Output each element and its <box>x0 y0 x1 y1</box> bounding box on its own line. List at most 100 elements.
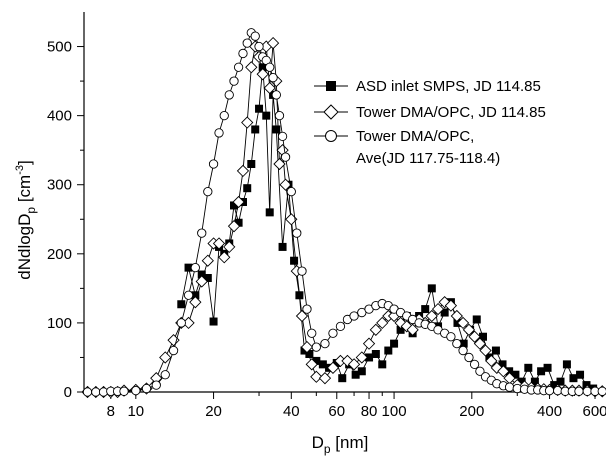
data-point-square <box>582 381 591 390</box>
data-point-square <box>305 350 314 358</box>
y-axis-title: dNdlogDp [cm-3] <box>14 160 38 279</box>
data-point-square <box>472 315 481 324</box>
legend-entry-asd-smps: ASD inlet SMPS, JD 114.85 <box>314 78 541 95</box>
x-tick-label: 80 <box>361 403 378 420</box>
legend-entry-tower-dma-opc: Tower DMA/OPC, JD 114.85 <box>314 104 546 121</box>
data-point-circle <box>320 338 330 349</box>
y-tick-label: 300 <box>47 177 72 194</box>
legend: ASD inlet SMPS, JD 114.85 Tower DMA/OPC,… <box>314 78 546 167</box>
data-point-square <box>569 374 578 383</box>
data-point-circle <box>475 366 485 376</box>
legend-marker-open-diamond <box>323 104 339 120</box>
data-point-circle <box>349 311 359 321</box>
x-tick-label: 400 <box>537 403 562 420</box>
data-point-square <box>384 346 393 355</box>
data-point-square <box>479 332 488 341</box>
legend-label: Tower DMA/OPC, <box>356 128 474 145</box>
legend-marker-open-circle <box>325 130 337 142</box>
data-point-circle <box>176 318 186 328</box>
data-point-diamond <box>456 316 470 330</box>
legend-label: Tower DMA/OPC, JD 114.85 <box>356 104 546 121</box>
data-point-square <box>524 363 533 372</box>
data-point-diamond <box>212 237 226 250</box>
data-point-square <box>562 360 571 369</box>
data-point-square <box>258 63 267 72</box>
data-point-diamond <box>218 251 231 264</box>
data-point-square <box>517 377 526 386</box>
data-point-square <box>265 208 274 217</box>
data-point-diamond <box>263 81 276 95</box>
x-axis-title-sub: p <box>324 442 331 456</box>
data-point-circle <box>268 72 278 83</box>
data-point-square <box>234 218 243 227</box>
data-point-circle <box>311 342 321 352</box>
data-point-square <box>255 104 264 113</box>
data-point-circle <box>160 370 170 380</box>
data-point-diamond <box>189 296 202 309</box>
data-point-circle <box>544 385 555 396</box>
data-point-diamond <box>369 323 382 336</box>
y-axis-title-unit: [cm <box>15 175 34 207</box>
data-point-square <box>550 381 559 390</box>
y-axis-title-sub: p <box>24 207 38 214</box>
data-point-diamond <box>468 330 481 343</box>
data-point-square <box>338 374 347 383</box>
data-point-circle <box>233 62 244 72</box>
data-point-circle <box>458 345 468 356</box>
data-point-diamond <box>497 365 510 378</box>
data-point-circle <box>238 48 248 59</box>
data-point-diamond <box>223 240 236 254</box>
data-point-circle <box>452 338 462 349</box>
data-point-circle <box>208 159 219 169</box>
data-point-square <box>365 353 374 362</box>
data-point-diamond <box>295 309 309 323</box>
data-point-circle <box>582 386 592 396</box>
data-point-circle <box>307 328 317 338</box>
data-point-square <box>247 160 256 168</box>
data-point-circle <box>302 304 312 314</box>
data-point-circle <box>229 76 239 86</box>
data-point-circle <box>328 328 338 338</box>
data-point-square <box>351 370 360 379</box>
data-point-diamond <box>300 340 314 354</box>
data-point-diamond <box>326 361 340 374</box>
data-point-square <box>371 350 380 358</box>
data-point-square <box>576 370 585 379</box>
data-point-diamond <box>347 358 361 371</box>
data-point-circle <box>82 387 93 397</box>
data-point-diamond <box>159 351 172 364</box>
y-axis: 0 100 200 300 400 500 <box>47 12 85 401</box>
data-point-diamond <box>195 275 208 288</box>
x-tick-label: 60 <box>328 403 345 420</box>
data-point-square <box>184 263 193 272</box>
data-point-circle <box>131 385 141 396</box>
series-line <box>87 43 603 393</box>
data-point-diamond <box>318 372 332 385</box>
data-point-square <box>318 360 327 369</box>
data-point-diamond <box>479 344 492 357</box>
legend-entry-tower-dma-opc-ave: Tower DMA/OPC, Ave(JD 117.75-118.4) <box>314 128 500 167</box>
data-point-diamond <box>241 116 254 129</box>
y-axis-title-close: ] <box>15 160 34 165</box>
data-point-circle <box>297 266 307 276</box>
data-point-square <box>209 317 218 326</box>
data-point-diamond <box>266 36 280 50</box>
data-point-diamond <box>362 337 376 350</box>
data-point-circle <box>274 110 285 121</box>
y-tick-label: 200 <box>47 246 72 263</box>
data-point-diamond <box>485 354 498 368</box>
y-tick-label: 400 <box>47 108 72 125</box>
data-point-square <box>230 201 239 210</box>
data-point-diamond <box>245 61 258 74</box>
data-point-square <box>396 325 405 334</box>
data-point-diamond <box>444 299 458 312</box>
data-point-circle <box>119 386 129 396</box>
series-layer <box>81 28 606 399</box>
data-point-square <box>177 300 186 309</box>
data-point-circle <box>203 186 213 197</box>
data-point-circle <box>168 345 179 356</box>
data-point-square <box>378 360 387 369</box>
data-point-circle <box>151 380 161 390</box>
data-point-circle <box>214 128 224 138</box>
data-point-diamond <box>227 220 241 233</box>
